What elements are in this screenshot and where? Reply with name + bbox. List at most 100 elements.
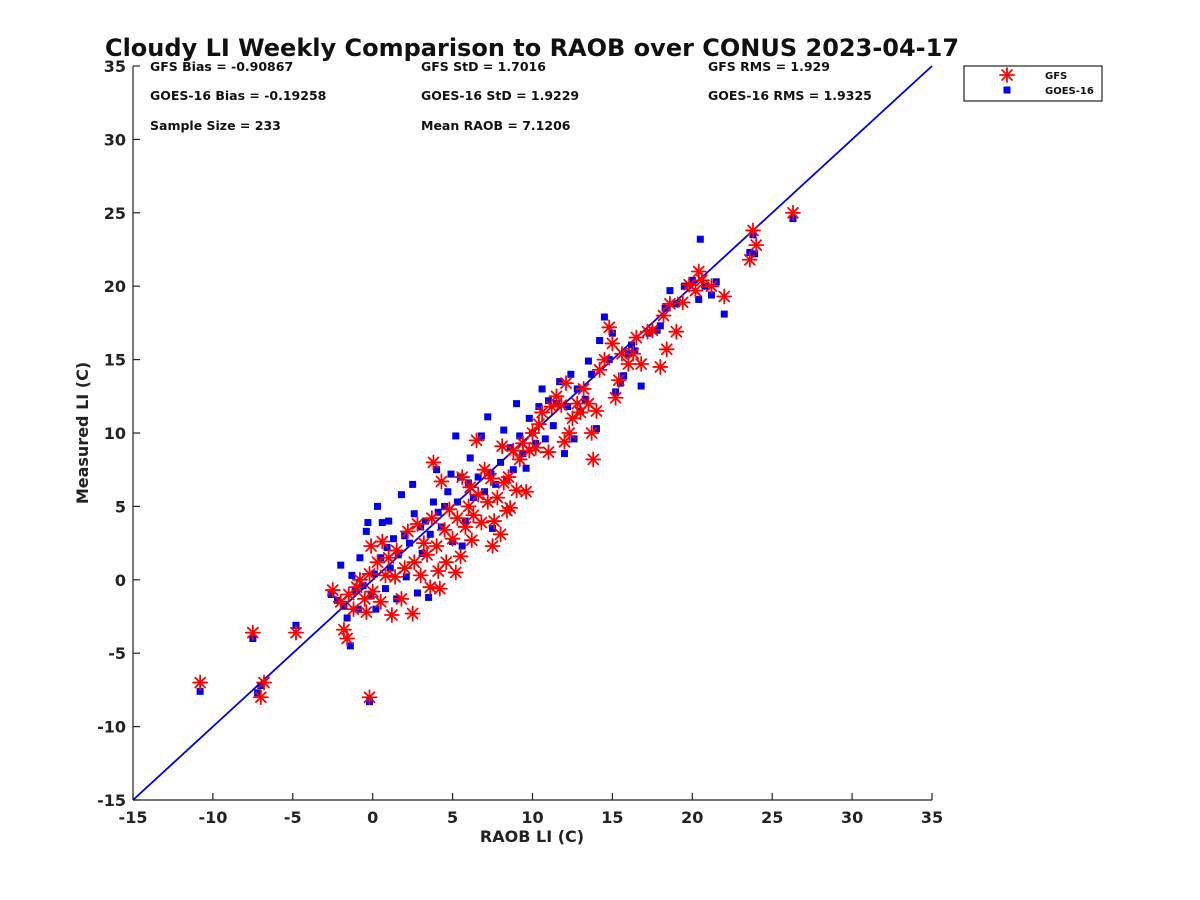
gfs-point bbox=[364, 583, 381, 600]
goes16-point bbox=[458, 542, 466, 550]
stat-goes-rms: GOES-16 RMS = 1.9325 bbox=[708, 88, 872, 103]
goes16-point bbox=[596, 337, 604, 345]
goes16-point bbox=[513, 400, 521, 408]
gfs-point bbox=[396, 560, 413, 576]
gfs-point bbox=[361, 566, 378, 582]
goes16-point bbox=[356, 554, 364, 562]
gfs-point bbox=[352, 571, 368, 588]
goes16-point bbox=[628, 341, 636, 349]
goes16-point bbox=[637, 382, 645, 390]
gfs-point bbox=[610, 372, 627, 389]
goes16-point bbox=[385, 517, 393, 525]
gfs-point bbox=[687, 282, 704, 299]
goes16-point bbox=[351, 586, 359, 594]
goes16-point bbox=[519, 450, 527, 458]
stat-sample-size: Sample Size = 233 bbox=[150, 118, 281, 133]
y-tick-label: 15 bbox=[104, 351, 126, 370]
gfs-point bbox=[534, 404, 550, 421]
y-tick-label: 25 bbox=[104, 204, 126, 223]
goes16-point bbox=[600, 313, 608, 321]
gfs-point bbox=[256, 674, 272, 691]
gfs-point bbox=[409, 516, 426, 532]
gfs-point bbox=[633, 356, 650, 372]
gfs-point bbox=[324, 582, 341, 598]
goes16-point bbox=[497, 458, 505, 466]
gfs-point bbox=[500, 469, 517, 485]
gfs-point bbox=[244, 624, 261, 641]
gfs-point bbox=[511, 451, 528, 468]
gfs-point bbox=[393, 590, 410, 607]
goes16-point bbox=[509, 466, 517, 474]
legend-goes16-label: GOES-16 bbox=[1045, 86, 1094, 97]
gfs-point bbox=[387, 568, 403, 585]
gfs-point bbox=[703, 278, 720, 295]
x-tick-label: 5 bbox=[447, 808, 458, 827]
goes16-point bbox=[584, 357, 592, 365]
x-tick-label: -15 bbox=[119, 808, 148, 827]
gfs-point bbox=[363, 538, 380, 554]
gfs-point bbox=[558, 375, 574, 391]
gfs-point bbox=[374, 533, 391, 550]
y-tick-label: 20 bbox=[104, 277, 126, 296]
gfs-point bbox=[745, 222, 761, 239]
y-tick-label: -15 bbox=[97, 791, 126, 810]
x-tick-label: 25 bbox=[761, 808, 783, 827]
gfs-point bbox=[422, 579, 439, 596]
goes16-point bbox=[409, 480, 417, 488]
gfs-point bbox=[668, 323, 685, 340]
goes16-point bbox=[429, 498, 437, 506]
gfs-point bbox=[540, 444, 557, 460]
goes16-point bbox=[564, 403, 572, 411]
goes16-point bbox=[433, 466, 441, 474]
legend-goes16-marker bbox=[1003, 86, 1011, 94]
stat-gfs-std: GFS StD = 1.7016 bbox=[421, 59, 546, 74]
y-axis-ticks: 35 30 25 20 15 10 5 0 -5 -10 -15 bbox=[97, 57, 140, 810]
gfs-point bbox=[596, 351, 613, 368]
legend-gfs-marker bbox=[999, 67, 1015, 83]
goes16-point bbox=[359, 582, 367, 590]
gfs-point bbox=[583, 425, 600, 441]
goes16-point bbox=[751, 250, 759, 258]
x-axis-ticks: -15 -10 -5 0 5 10 15 20 25 30 35 bbox=[119, 793, 943, 827]
gfs-point bbox=[483, 470, 499, 487]
y-tick-label: 10 bbox=[104, 424, 126, 443]
goes16-point bbox=[386, 564, 394, 572]
gfs-point bbox=[524, 425, 541, 441]
goes16-point bbox=[367, 592, 375, 600]
gfs-point bbox=[463, 532, 480, 549]
goes16-point bbox=[413, 589, 421, 597]
goes16-point bbox=[525, 414, 533, 422]
gfs-point bbox=[561, 425, 578, 441]
x-tick-label: 0 bbox=[367, 808, 378, 827]
goes16-point bbox=[570, 435, 578, 443]
gfs-point bbox=[628, 329, 645, 346]
series-gfs bbox=[192, 204, 801, 706]
goes16-point bbox=[418, 549, 426, 557]
gfs-point bbox=[674, 294, 691, 311]
gfs-point bbox=[625, 345, 642, 362]
goes16-point bbox=[680, 282, 688, 290]
goes16-point bbox=[410, 510, 418, 518]
gfs-point bbox=[399, 523, 416, 540]
goes16-point bbox=[720, 310, 728, 318]
gfs-point bbox=[423, 510, 440, 527]
goes16-point bbox=[616, 379, 624, 387]
gfs-point bbox=[404, 605, 421, 622]
chart-title: Cloudy LI Weekly Comparison to RAOB over… bbox=[105, 34, 959, 62]
gfs-point bbox=[470, 486, 487, 503]
stat-gfs-rms: GFS RMS = 1.929 bbox=[708, 59, 830, 74]
gfs-point bbox=[473, 514, 490, 531]
gfs-point bbox=[662, 295, 678, 312]
goes16-point bbox=[492, 480, 500, 488]
goes16-point bbox=[364, 519, 372, 527]
stat-mean-raob: Mean RAOB = 7.1206 bbox=[421, 118, 571, 133]
goes16-point bbox=[560, 450, 568, 458]
gfs-point bbox=[604, 335, 621, 352]
goes16-point bbox=[588, 370, 596, 378]
goes16-point bbox=[434, 508, 442, 516]
gfs-point bbox=[484, 538, 501, 554]
gfs-point bbox=[460, 498, 477, 515]
goes16-point bbox=[394, 551, 402, 559]
goes16-point bbox=[474, 473, 482, 481]
